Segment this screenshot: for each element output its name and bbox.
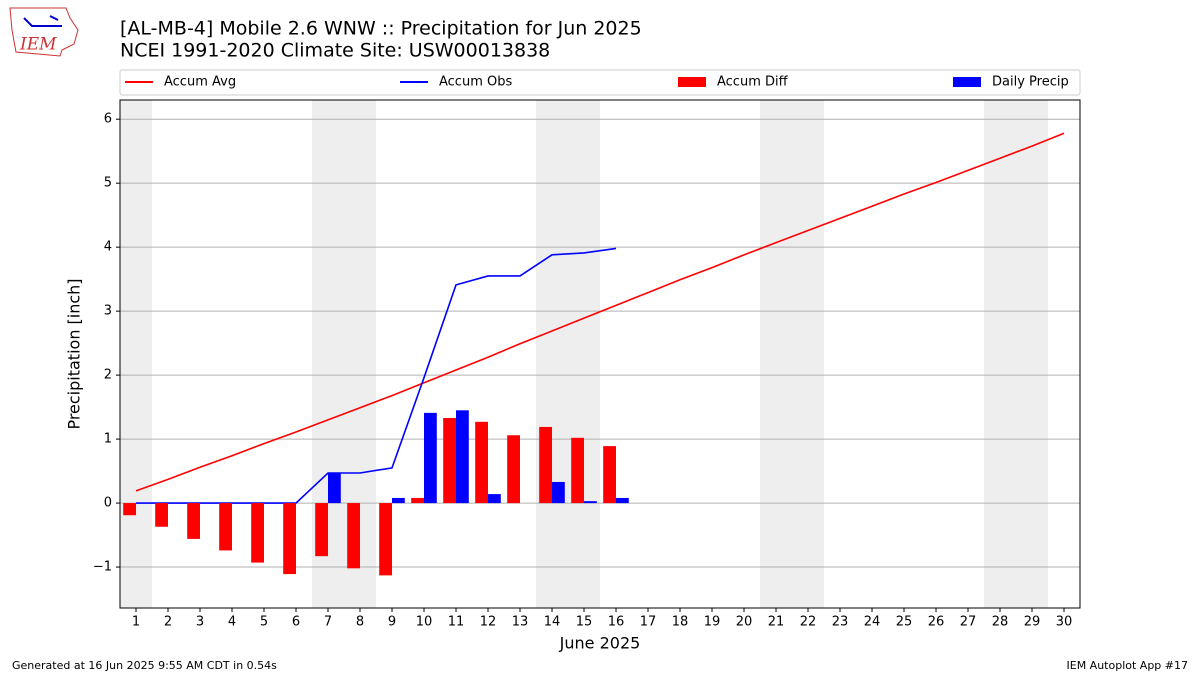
legend-label: Daily Precip [992,75,1069,90]
x-tick-label: 18 [672,615,689,630]
y-tick-label: 3 [104,304,112,319]
x-tick-label: 25 [896,615,913,630]
x-tick-label: 20 [736,615,753,630]
x-tick-label: 28 [992,615,1009,630]
bar [539,426,552,504]
x-tick-label: 29 [1024,615,1041,630]
bar [603,446,616,504]
bar [392,497,405,504]
weekend-shade [760,100,824,608]
weekend-shade [984,100,1048,608]
bar [411,497,424,504]
weekend-shade [120,100,152,608]
bar [424,412,437,504]
line [136,247,617,504]
chart-subtitle: NCEI 1991-2020 Climate Site: USW00013838 [120,40,550,62]
x-tick-label: 24 [864,615,881,630]
bar [283,503,296,575]
x-tick-label: 8 [356,615,364,630]
x-tick-label: 2 [164,615,172,630]
x-tick-label: 9 [388,615,396,630]
bar [571,437,584,504]
bar [507,435,520,504]
x-tick-label: 14 [544,615,561,630]
logo: IEM [9,7,79,57]
x-tick-label: 17 [640,615,657,630]
bar [187,503,200,539]
y-tick-label: 6 [104,112,112,127]
bar [123,503,136,516]
y-axis-label: Precipitation [inch] [65,278,84,429]
x-tick-label: 19 [704,615,721,630]
x-tick-label: 13 [512,615,529,630]
bar [315,503,328,557]
x-tick-label: 7 [324,615,332,630]
x-tick-label: 21 [768,615,785,630]
bar [616,497,629,504]
x-tick-label: 15 [576,615,593,630]
chart-title: [AL-MB-4] Mobile 2.6 WNW :: Precipitatio… [120,18,642,40]
legend-box [119,69,1081,96]
x-tick-label: 6 [292,615,300,630]
x-tick-label: 1 [132,615,140,630]
x-tick-label: 26 [928,615,945,630]
bar [347,503,360,569]
bar [219,503,232,551]
bar [328,473,341,504]
x-axis-label: June 2025 [559,634,641,653]
footer-right: IEM Autoplot App #17 [1067,659,1189,672]
x-tick-label: 5 [260,615,268,630]
x-tick-label: 10 [416,615,433,630]
bar [251,503,264,563]
y-tick-label: 1 [104,432,112,447]
x-tick-label: 11 [448,615,465,630]
y-tick-label: 4 [104,240,112,255]
y-tick-label: 0 [104,496,112,511]
x-tick-label: 30 [1056,615,1073,630]
legend-label: Accum Avg [164,75,236,90]
legend-label: Accum Diff [717,75,789,90]
bar [443,417,456,504]
bar [488,494,501,504]
y-tick-label: −1 [93,560,112,575]
logo-text: IEM [19,35,57,55]
y-tick-label: 2 [104,368,112,383]
x-tick-label: 3 [196,615,204,630]
x-tick-label: 22 [800,615,817,630]
plot-frame [119,99,1081,609]
bar [456,410,469,504]
bar [552,481,565,504]
bar [475,421,488,504]
legend-swatch [678,77,706,87]
footer-left: Generated at 16 Jun 2025 9:55 AM CDT in … [12,659,277,672]
x-tick-label: 16 [608,615,625,630]
legend-label: Accum Obs [439,75,512,90]
weekend-shade [536,100,600,608]
x-tick-label: 12 [480,615,497,630]
bar [155,503,168,527]
legend-swatch [953,77,981,87]
x-tick-label: 4 [228,615,236,630]
line [135,132,1065,492]
y-tick-label: 5 [104,176,112,191]
x-tick-label: 23 [832,615,849,630]
bar [584,501,597,504]
x-tick-label: 27 [960,615,977,630]
bar [379,503,392,576]
